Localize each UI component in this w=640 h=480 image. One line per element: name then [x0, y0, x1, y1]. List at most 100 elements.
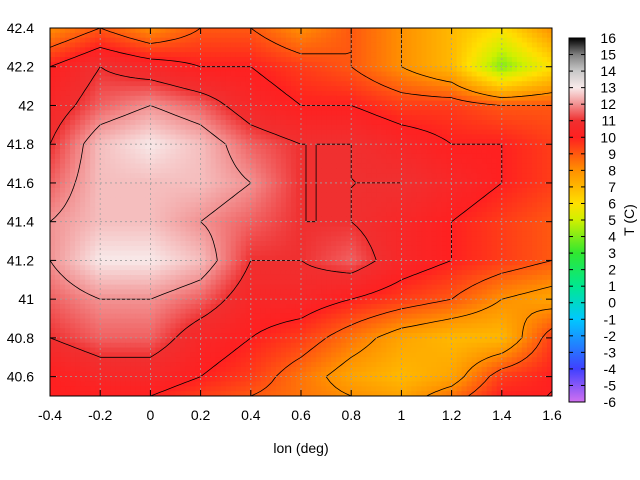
heatmap-cell — [180, 216, 187, 223]
heatmap-cell — [80, 76, 86, 82]
heatmap-cell — [531, 226, 538, 232]
heatmap-cell — [401, 81, 408, 87]
heatmap-cell — [401, 28, 408, 34]
heatmap-cell — [356, 90, 362, 97]
heatmap-cell — [60, 47, 66, 53]
heatmap-cell — [376, 105, 382, 111]
heatmap-cell — [546, 207, 552, 213]
heatmap-cell — [290, 66, 297, 73]
heatmap-cell — [155, 216, 162, 223]
heatmap-cell — [406, 255, 413, 262]
heatmap-cell — [456, 120, 463, 126]
heatmap-cell — [351, 207, 357, 213]
heatmap-cell — [486, 197, 493, 203]
heatmap-cell — [306, 42, 312, 48]
heatmap-cell — [190, 81, 197, 87]
heatmap-cell — [476, 52, 483, 58]
heatmap-cell — [356, 52, 362, 58]
heatmap-cell — [75, 28, 81, 34]
heatmap-cell — [436, 149, 443, 155]
heatmap-cell — [481, 124, 488, 131]
heatmap-cell — [411, 32, 418, 39]
heatmap-cell — [195, 245, 202, 252]
heatmap-cell — [361, 86, 367, 92]
heatmap-cell — [461, 57, 468, 63]
heatmap-cell — [491, 61, 498, 68]
heatmap-cell — [145, 61, 151, 68]
heatmap-cell — [466, 71, 473, 78]
heatmap-cell — [311, 163, 317, 170]
heatmap-cell — [155, 28, 162, 34]
heatmap-cell — [501, 216, 508, 223]
heatmap-cell — [60, 32, 66, 39]
heatmap-cell — [80, 66, 86, 73]
heatmap-cell — [70, 81, 76, 87]
heatmap-cell — [250, 260, 257, 266]
heatmap-cell — [371, 226, 377, 232]
heatmap-cell — [195, 144, 202, 150]
heatmap-cell — [255, 241, 262, 247]
heatmap-cell — [516, 95, 523, 102]
heatmap-cell — [396, 76, 402, 82]
heatmap-cell — [115, 57, 121, 63]
heatmap-cell — [536, 129, 543, 136]
heatmap-cell — [200, 250, 207, 257]
heatmap-cell — [245, 216, 252, 223]
heatmap-cell — [496, 37, 503, 44]
heatmap-cell — [245, 245, 252, 252]
heatmap-cell — [446, 187, 453, 194]
heatmap-cell — [456, 144, 463, 150]
heatmap-cell — [70, 110, 76, 116]
heatmap-cell — [451, 182, 458, 189]
heatmap-cell — [361, 115, 367, 121]
heatmap-cell — [250, 42, 257, 48]
heatmap-cell — [185, 173, 192, 179]
heatmap-cell — [235, 124, 242, 131]
heatmap-cell — [461, 66, 468, 73]
heatmap-cell — [441, 221, 448, 228]
heatmap-cell — [361, 110, 367, 116]
heatmap-cell — [180, 47, 187, 53]
heatmap-cell — [290, 221, 297, 228]
heatmap-cell — [120, 61, 126, 68]
heatmap-cell — [285, 231, 292, 237]
heatmap-cell — [456, 52, 463, 58]
heatmap-cell — [215, 57, 222, 63]
heatmap-cell — [356, 182, 362, 189]
heatmap-cell — [280, 250, 287, 257]
heatmap-cell — [240, 115, 247, 121]
heatmap-cell — [95, 221, 101, 228]
heatmap-cell — [366, 76, 372, 82]
heatmap-cell — [436, 32, 443, 39]
heatmap-cell — [316, 202, 322, 208]
heatmap-cell — [301, 129, 307, 136]
heatmap-cell — [346, 187, 352, 194]
heatmap-cell — [441, 52, 448, 58]
heatmap-cell — [190, 37, 197, 44]
heatmap-cell — [205, 202, 212, 208]
heatmap-cell — [406, 197, 413, 203]
heatmap-cell — [316, 76, 322, 82]
heatmap-cell — [401, 197, 408, 203]
heatmap-cell — [50, 57, 56, 63]
heatmap-cell — [506, 153, 513, 160]
heatmap-cell — [140, 124, 146, 131]
heatmap-cell — [356, 139, 362, 145]
heatmap-cell — [351, 71, 357, 78]
heatmap-cell — [506, 57, 513, 63]
heatmap-cell — [70, 153, 76, 160]
heatmap-cell — [316, 52, 322, 58]
heatmap-cell — [170, 182, 177, 189]
heatmap-cell — [130, 231, 136, 237]
heatmap-cell — [210, 32, 217, 39]
heatmap-cell — [285, 124, 292, 131]
heatmap-cell — [386, 173, 392, 179]
heatmap-cell — [541, 221, 548, 228]
heatmap-cell — [521, 105, 528, 111]
heatmap-cell — [165, 120, 172, 126]
heatmap-cell — [115, 47, 121, 53]
heatmap-cell — [210, 115, 217, 121]
heatmap-cell — [280, 173, 287, 179]
heatmap-cell — [65, 95, 71, 102]
heatmap-cell — [536, 76, 543, 82]
